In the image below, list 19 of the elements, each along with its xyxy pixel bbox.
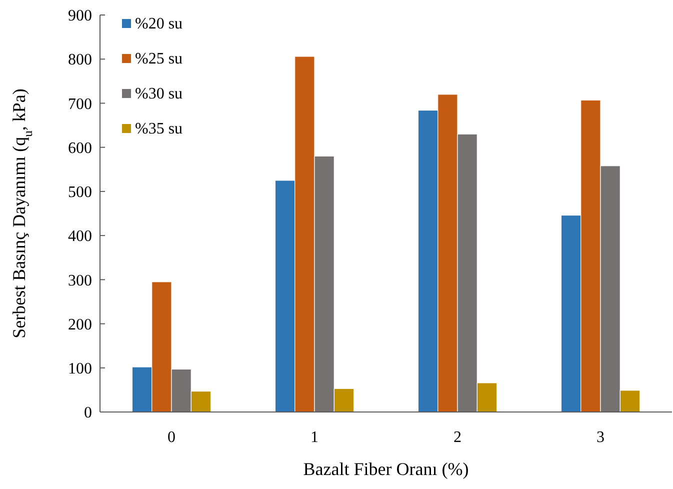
legend-label: %35 su (135, 120, 183, 138)
y-tick-label: 500 (68, 184, 92, 202)
legend-label: %25 su (135, 50, 183, 68)
y-tick-label: 900 (68, 8, 92, 25)
y-tick-label: 100 (68, 360, 92, 378)
y-tick-label: 700 (68, 96, 92, 113)
x-tick-label: 0 (168, 429, 176, 446)
x-tick-label: 2 (454, 429, 462, 446)
x-tick-label: 1 (310, 429, 318, 446)
y-tick-label: 600 (68, 140, 92, 157)
y-tick-label: 800 (68, 52, 92, 69)
y-tick-label: 400 (68, 228, 92, 246)
y-tick-label: 200 (68, 316, 92, 334)
x-tick-label: 3 (596, 429, 604, 446)
y-tick-label: 0 (84, 404, 92, 422)
x-axis-title: Bazalt Fiber Oranı (%) (303, 459, 469, 479)
legend-label: %20 su (135, 16, 183, 33)
legend-label: %30 su (135, 86, 183, 103)
y-tick-label: 300 (68, 272, 92, 290)
